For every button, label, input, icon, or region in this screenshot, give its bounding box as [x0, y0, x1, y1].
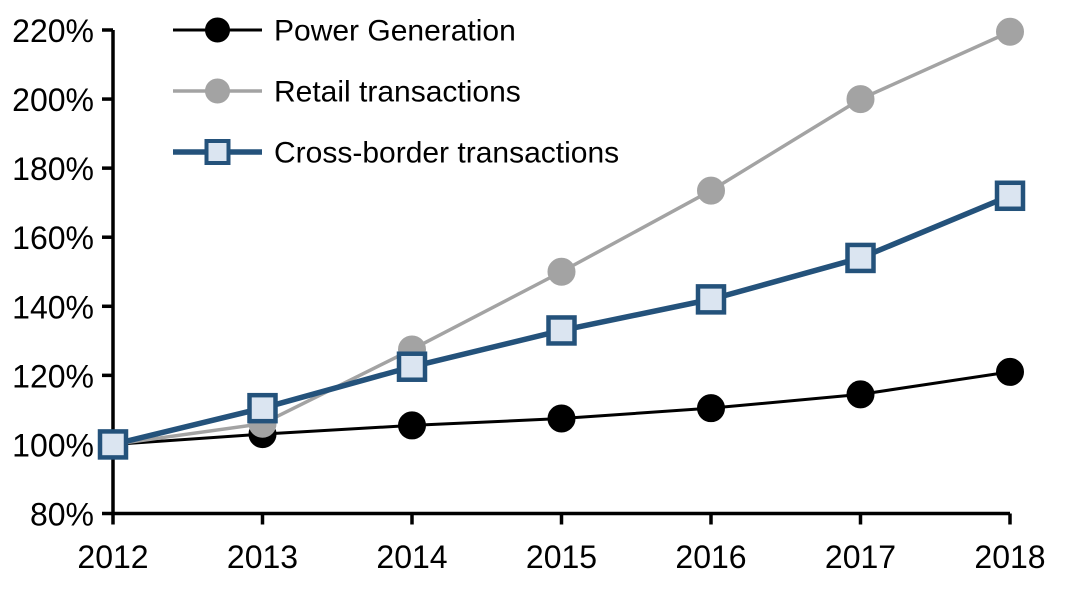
- data-point-circle: [996, 357, 1024, 386]
- x-tick-label: 2016: [675, 539, 746, 575]
- legend-marker-square-icon: [204, 139, 231, 165]
- legend-label: Cross-border transactions: [274, 137, 619, 170]
- data-point-square: [994, 180, 1026, 212]
- y-tick-label: 220%: [12, 13, 94, 49]
- y-axis: 80% 100% 120% 140% 160% 180% 200% 220%: [12, 13, 113, 533]
- x-tick-label: 2018: [974, 539, 1045, 575]
- x-tick-label: 2014: [376, 539, 447, 575]
- x-tick-label: 2017: [825, 539, 896, 575]
- y-tick-label: 120%: [12, 358, 94, 394]
- legend-label: Power Generation: [274, 15, 516, 48]
- data-point-square: [546, 315, 577, 346]
- data-point-circle: [846, 380, 875, 409]
- legend-label: Retail transactions: [274, 76, 521, 109]
- y-tick-label: 200%: [12, 82, 94, 118]
- series-cross-border-transactions: [97, 180, 1026, 460]
- data-point-circle: [398, 411, 426, 440]
- data-point-circle: [846, 85, 875, 114]
- y-tick-label: 180%: [12, 151, 94, 187]
- x-tick-label: 2013: [227, 539, 298, 575]
- data-point-circle: [547, 257, 576, 286]
- series-power-generation: [99, 357, 1024, 459]
- data-point-circle: [697, 394, 725, 423]
- legend-marker-circle-icon: [205, 17, 230, 43]
- data-point-square: [247, 392, 278, 424]
- y-tick-label: 100%: [12, 427, 94, 463]
- data-point-square: [97, 429, 129, 460]
- y-tick-label: 140%: [12, 289, 94, 325]
- legend-item-cross-border-transactions: Cross-border transactions: [173, 137, 619, 170]
- data-point-circle: [697, 176, 725, 205]
- data-point-circle: [996, 17, 1024, 46]
- legend-item-retail-transactions: Retail transactions: [173, 76, 521, 109]
- data-point-square: [845, 242, 876, 274]
- legend-item-power-generation: Power Generation: [173, 15, 516, 48]
- y-tick-label: 80%: [30, 497, 94, 533]
- data-point-square: [396, 351, 428, 382]
- legend-marker-circle-icon: [205, 78, 230, 104]
- series-line: [112, 30, 1011, 447]
- y-tick-label: 160%: [12, 220, 94, 256]
- data-point-square: [695, 284, 727, 315]
- x-tick-label: 2012: [77, 539, 148, 575]
- x-axis: 2012 2013 2014 2015 2016 2017 2018: [77, 513, 1046, 575]
- x-tick-label: 2015: [526, 539, 597, 575]
- legend: Power Generation Retail transactions Cross…: [173, 15, 619, 170]
- data-point-circle: [547, 404, 576, 433]
